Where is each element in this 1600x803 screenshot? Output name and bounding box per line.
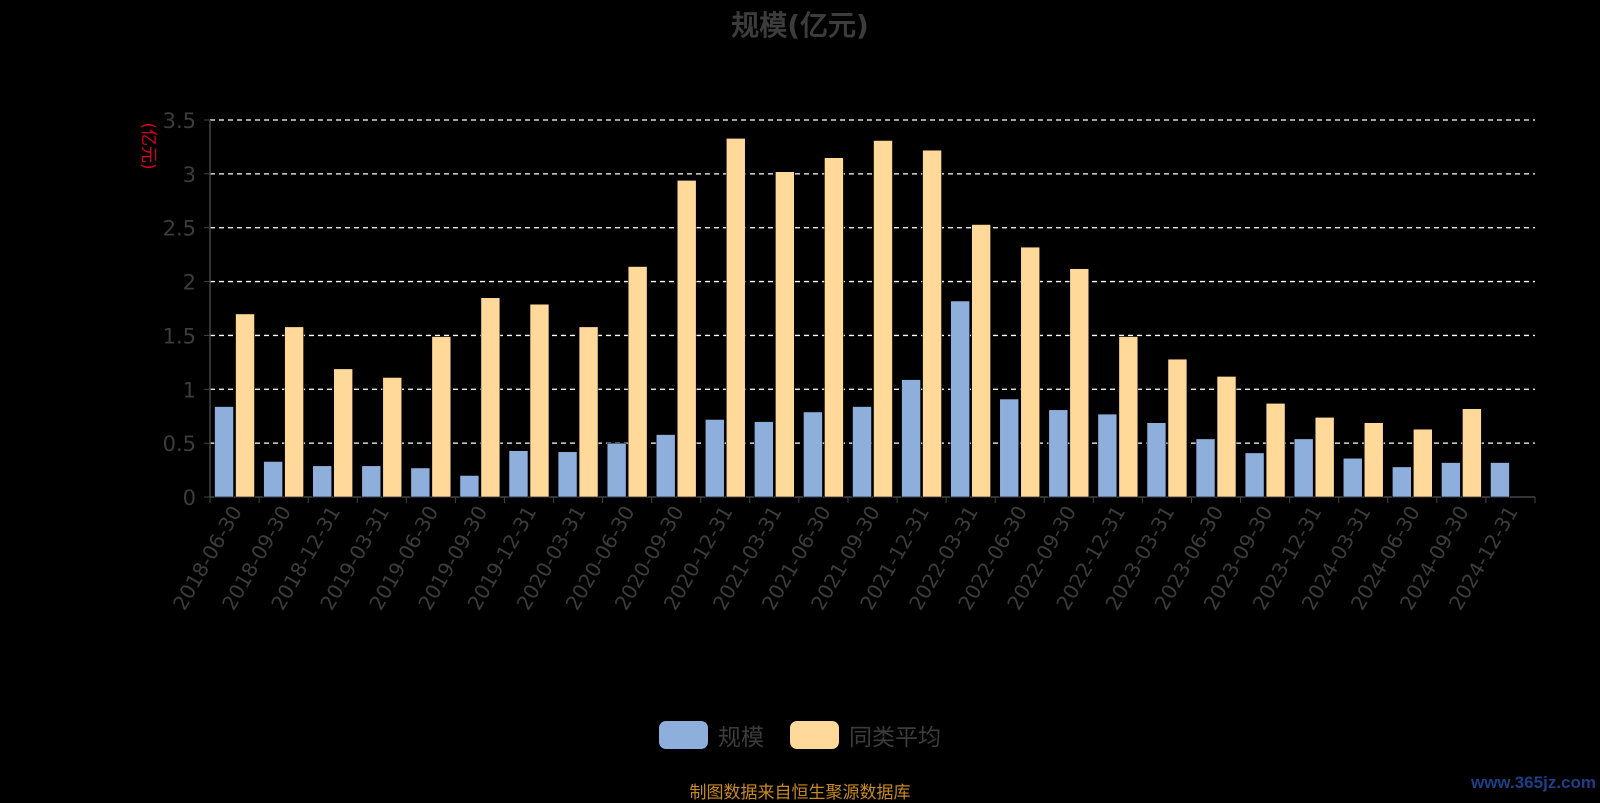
bar-category-average <box>1069 268 1090 498</box>
bar-category-average <box>627 266 648 498</box>
y-tick-label: 2.5 <box>163 217 196 241</box>
y-tick-label: 3 <box>183 163 196 187</box>
bar-scale <box>263 461 283 498</box>
bar-category-average <box>480 297 501 498</box>
bar-scale <box>1146 422 1167 498</box>
legend: 规模 同类平均 <box>0 718 1600 752</box>
bar-scale <box>1244 452 1265 498</box>
bar-scale <box>999 398 1020 498</box>
y-tick-label: 1.5 <box>163 324 196 348</box>
bar-category-average <box>235 313 255 498</box>
bar-scale <box>557 451 578 498</box>
bar-category-average <box>1118 336 1139 498</box>
legend-label-scale: 规模 <box>718 725 764 751</box>
bar-scale <box>754 421 774 498</box>
bar-scale <box>214 406 234 498</box>
bar-scale <box>1441 462 1461 498</box>
chart-title: 规模(亿元) <box>731 9 869 42</box>
bar-scale <box>312 465 332 498</box>
y-tick-label: 1 <box>183 378 196 402</box>
y-tick-label: 3.5 <box>163 109 196 133</box>
y-tick-label: 0 <box>183 486 196 510</box>
bar-category-average <box>1314 416 1335 498</box>
y-tick-label: 2 <box>183 271 196 295</box>
bar-category-average <box>824 157 844 498</box>
bar-category-average <box>1167 358 1188 498</box>
bar-category-average <box>1216 376 1237 498</box>
bar-category-average <box>922 149 942 498</box>
legend-label-category-average: 同类平均 <box>849 725 941 751</box>
bar-category-average <box>775 171 795 498</box>
y-axis-label: (亿元) <box>138 122 158 169</box>
bar-scale <box>1097 413 1118 498</box>
bar-category-average <box>1363 422 1384 498</box>
bar-scale <box>1048 409 1069 498</box>
bar-category-average <box>676 180 697 498</box>
bar-category-average <box>1265 402 1286 498</box>
bar-category-average <box>431 336 452 498</box>
bar-category-average <box>382 377 403 498</box>
bar-category-average <box>1413 428 1433 498</box>
bar-category-average <box>333 368 353 498</box>
bar-scale <box>410 467 431 498</box>
bar-scale <box>459 475 480 498</box>
legend-item-category-average[interactable]: 同类平均 <box>790 718 941 752</box>
bar-scale <box>1195 438 1216 498</box>
bar-scale <box>1392 466 1412 498</box>
legend-swatch-scale <box>659 721 708 749</box>
bar-category-average <box>1020 246 1041 498</box>
bar-scale <box>950 300 970 498</box>
legend-swatch-category-average <box>790 721 839 749</box>
bar-category-average <box>529 303 550 498</box>
y-tick-label: 0.5 <box>163 432 196 456</box>
bar-scale <box>704 419 725 498</box>
bar-scale <box>1342 457 1363 498</box>
watermark-logo: www.365jz.com <box>1470 773 1596 792</box>
bar-scale <box>655 434 676 498</box>
bar-scale <box>361 465 382 498</box>
bar-scale <box>901 379 921 498</box>
bar-category-average <box>284 326 304 498</box>
data-source-note: 制图数据来自恒生聚源数据库 <box>689 783 911 803</box>
bar-scale <box>1490 462 1510 498</box>
bar-category-average <box>578 326 599 498</box>
bar-scale <box>508 450 529 498</box>
bar-category-average <box>873 140 893 498</box>
bar-category-average <box>1462 408 1482 498</box>
bar-scale <box>852 406 872 498</box>
bar-category-average <box>971 224 991 498</box>
bar-scale <box>1293 438 1314 498</box>
bar-category-average <box>725 138 746 498</box>
bar-scale <box>606 442 627 498</box>
legend-item-scale[interactable]: 规模 <box>659 718 764 752</box>
bar-scale <box>803 411 823 498</box>
